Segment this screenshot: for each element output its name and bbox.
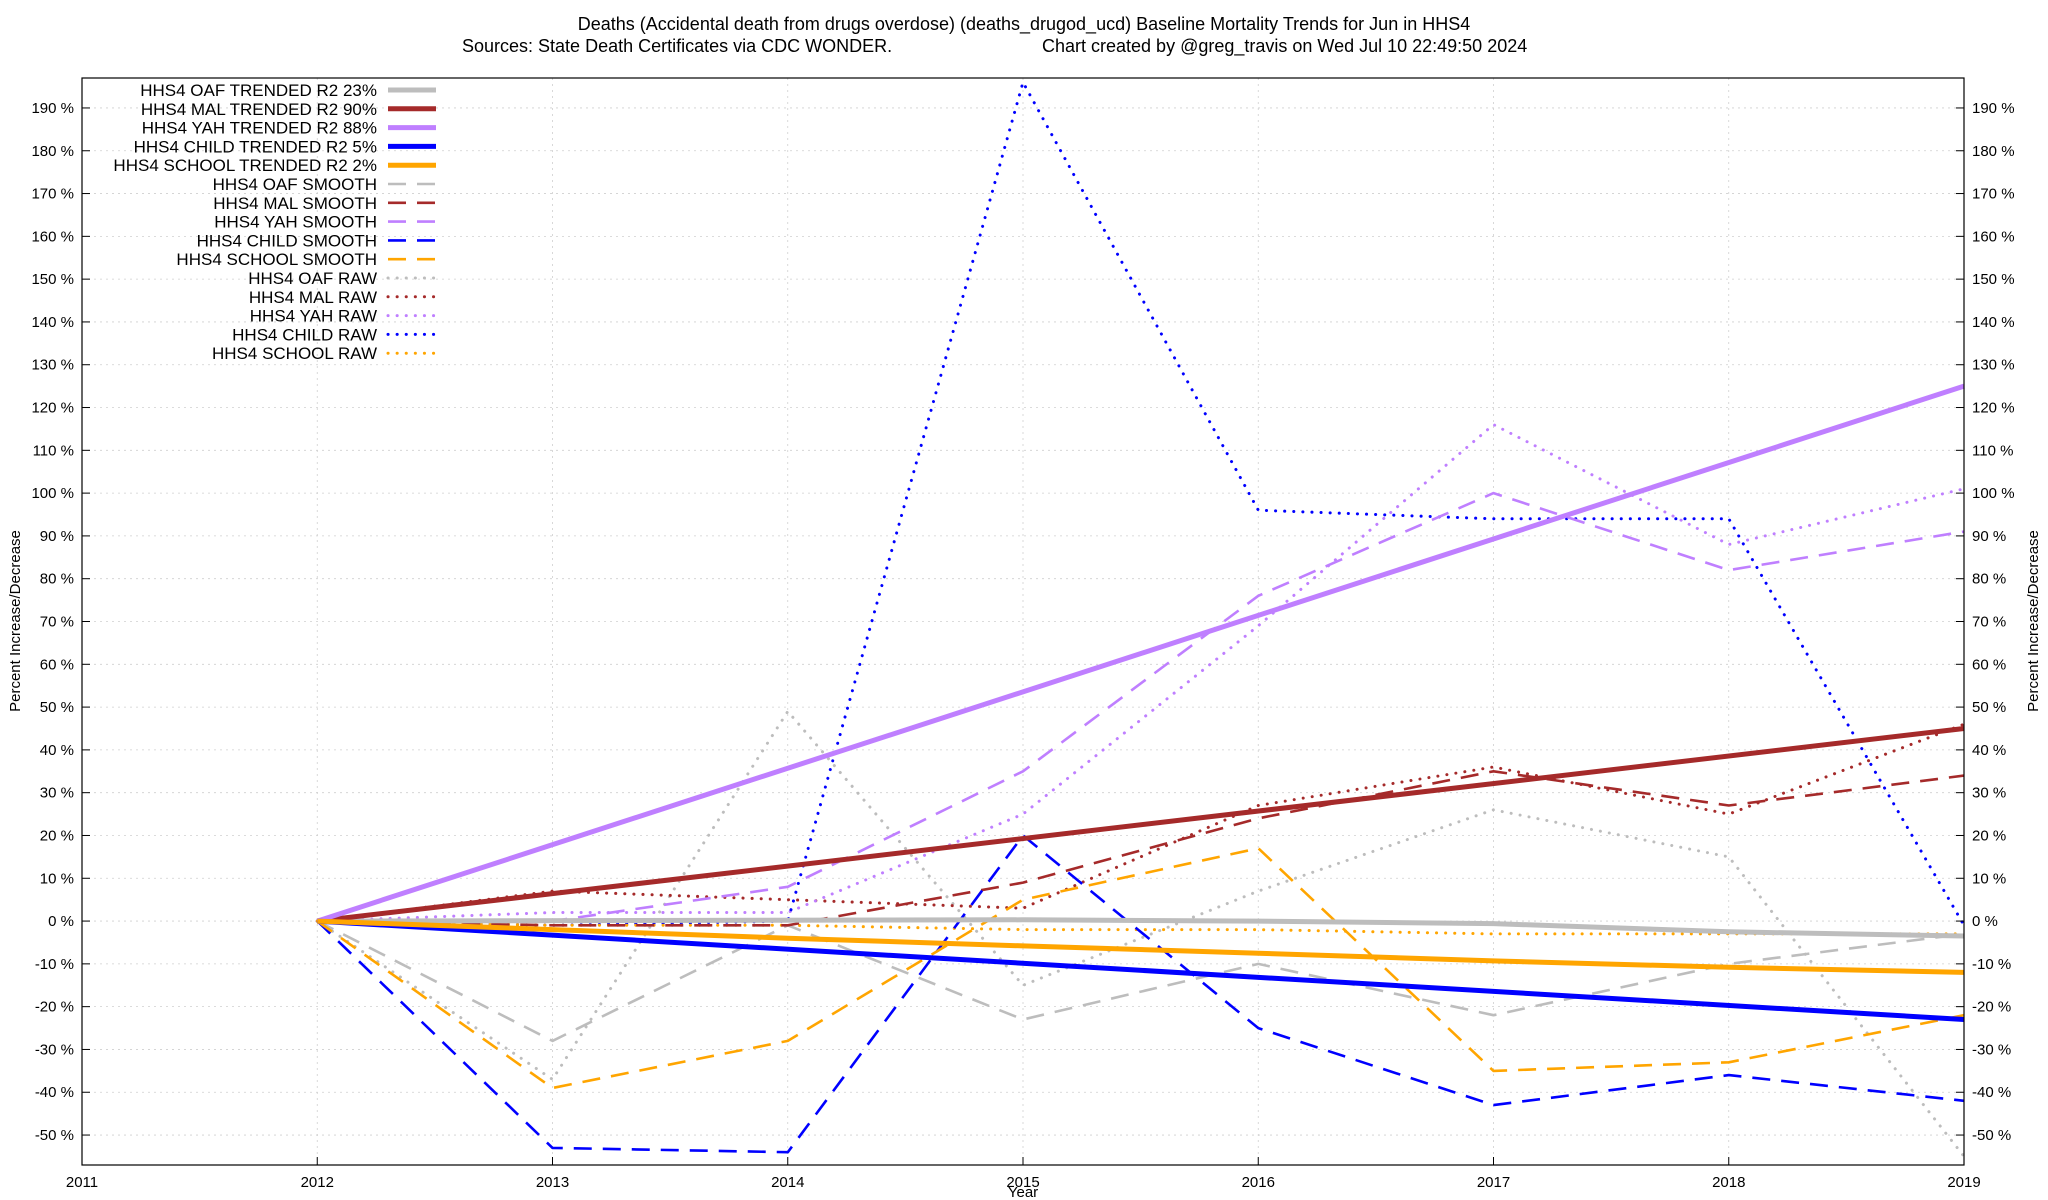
- legend-label: HHS4 SCHOOL SMOOTH: [176, 250, 377, 269]
- y-tick-label-right: 40 %: [1972, 742, 2006, 759]
- y-tick-label-left: 100 %: [31, 485, 74, 502]
- legend-label: HHS4 MAL RAW: [249, 288, 377, 307]
- legend-label: HHS4 MAL TRENDED R2 90%: [141, 100, 377, 119]
- legend-label: HHS4 YAH SMOOTH: [214, 213, 377, 232]
- y-tick-label-right: 120 %: [1972, 400, 2015, 417]
- series-line-hhs4-yah-trended-r2-88: [316, 383, 1965, 924]
- legend: HHS4 OAF TRENDED R2 23%HHS4 MAL TRENDED …: [113, 81, 438, 363]
- y-tick-label-left: -10 %: [35, 956, 74, 973]
- y-tick-label-right: 170 %: [1972, 186, 2015, 203]
- series-line-hhs4-child-trended-r2-5: [317, 918, 1965, 1022]
- y-tick-label-left: 150 %: [31, 271, 74, 288]
- y-tick-label-left: 10 %: [40, 870, 74, 887]
- x-tick-label: 2012: [301, 1174, 334, 1191]
- y-tick-label-right: -20 %: [1972, 999, 2011, 1016]
- y-tick-label-left: 0 %: [48, 913, 74, 930]
- y-tick-label-left: 120 %: [31, 400, 74, 417]
- y-tick-label-right: -40 %: [1972, 1084, 2011, 1101]
- series-line-hhs4-mal-raw: [315, 722, 1966, 923]
- y-tick-label-right: 90 %: [1972, 528, 2006, 545]
- y-axis-title-right: Percent Increase/Decrease: [2025, 530, 2042, 712]
- y-tick-label-right: 60 %: [1972, 656, 2006, 673]
- axis-ticks: 190 % 190 % 180 % 180 % 170 % 170 % 160 % 160 %…: [31, 100, 2014, 1191]
- x-tick-label: 2013: [536, 1174, 569, 1191]
- y-tick-label-right: 100 %: [1972, 485, 2015, 502]
- x-tick-label: 2014: [771, 1174, 804, 1191]
- legend-label: HHS4 YAH TRENDED R2 88%: [142, 119, 377, 138]
- series-line-hhs4-school-smooth: [316, 846, 1965, 1090]
- y-tick-label-left: 110 %: [33, 442, 74, 459]
- series-line-hhs4-child-smooth: [316, 834, 1965, 1154]
- series-line-hhs4-oaf-smooth: [316, 919, 1965, 1043]
- legend-label: HHS4 YAH RAW: [250, 307, 377, 326]
- legend-label: HHS4 CHILD SMOOTH: [197, 231, 377, 250]
- series-line-hhs4-child-raw: [315, 80, 1966, 927]
- y-tick-label-left: 160 %: [31, 228, 74, 245]
- chart-title: Deaths (Accidental death from drugs over…: [578, 14, 1470, 35]
- chart-credit: Chart created by @greg_travis on Wed Jul…: [1042, 36, 1527, 57]
- x-axis-title: Year: [1008, 1184, 1038, 1200]
- y-tick-label-right: 30 %: [1972, 785, 2006, 802]
- legend-label: HHS4 CHILD TRENDED R2 5%: [134, 137, 377, 156]
- y-tick-label-left: 50 %: [40, 699, 74, 716]
- series-line-hhs4-yah-raw: [315, 423, 1966, 923]
- y-tick-label-right: 180 %: [1972, 143, 2015, 160]
- y-tick-label-left: 40 %: [40, 742, 74, 759]
- y-tick-label-left: 70 %: [40, 614, 74, 631]
- y-tick-label-right: -30 %: [1972, 1041, 2011, 1058]
- series-lines: [315, 80, 1966, 1158]
- y-tick-label-right: 110 %: [1972, 442, 2013, 459]
- legend-label: HHS4 CHILD RAW: [232, 325, 377, 344]
- legend-label: HHS4 SCHOOL TRENDED R2 2%: [113, 156, 377, 175]
- series-line-hhs4-school-trended-r2-2: [317, 918, 1965, 975]
- x-tick-label: 2019: [1947, 1174, 1980, 1191]
- legend-label: HHS4 OAF TRENDED R2 23%: [140, 81, 377, 100]
- y-tick-label-left: -40 %: [35, 1084, 74, 1101]
- chart-source: Sources: State Death Certificates via CD…: [462, 36, 892, 56]
- x-tick-label: 2011: [66, 1174, 98, 1191]
- series-line-hhs4-mal-smooth: [317, 769, 1965, 927]
- y-tick-label-left: 60 %: [40, 656, 74, 673]
- series-line-hhs4-mal-trended-r2-90: [317, 726, 1965, 924]
- y-tick-label-right: 80 %: [1972, 571, 2006, 588]
- x-tick-label: 2018: [1712, 1174, 1745, 1191]
- legend-label: HHS4 OAF SMOOTH: [213, 175, 377, 194]
- y-tick-label-right: 70 %: [1972, 614, 2006, 631]
- y-tick-label-right: 50 %: [1972, 699, 2006, 716]
- y-tick-label-left: 190 %: [31, 100, 74, 117]
- y-tick-label-right: 150 %: [1972, 271, 2015, 288]
- y-tick-label-left: 80 %: [40, 571, 74, 588]
- series-line-hhs4-yah-smooth: [317, 491, 1965, 923]
- y-tick-label-left: 20 %: [40, 827, 74, 844]
- y-tick-label-right: 20 %: [1972, 827, 2006, 844]
- legend-label: HHS4 OAF RAW: [248, 269, 377, 288]
- series-line-hhs4-oaf-raw: [315, 709, 1966, 1158]
- y-tick-label-right: 130 %: [1972, 357, 2015, 374]
- y-tick-label-left: -50 %: [35, 1127, 74, 1144]
- y-tick-label-left: 180 %: [31, 143, 74, 160]
- y-tick-label-left: 90 %: [40, 528, 74, 545]
- y-tick-label-right: 0 %: [1972, 913, 1998, 930]
- legend-label: HHS4 MAL SMOOTH: [213, 194, 377, 213]
- y-tick-label-left: -20 %: [35, 999, 74, 1016]
- legend-label: HHS4 SCHOOL RAW: [212, 344, 377, 363]
- x-tick-label: 2017: [1477, 1174, 1510, 1191]
- y-tick-label-right: 140 %: [1972, 314, 2015, 331]
- y-tick-label-right: -50 %: [1972, 1127, 2011, 1144]
- y-tick-label-right: 160 %: [1972, 228, 2015, 245]
- y-tick-label-left: 140 %: [31, 314, 74, 331]
- y-tick-label-left: -30 %: [35, 1041, 74, 1058]
- y-tick-label-left: 170 %: [31, 186, 74, 203]
- x-tick-label: 2015: [1006, 1174, 1039, 1191]
- y-tick-label-right: -10 %: [1972, 956, 2011, 973]
- y-tick-label-right: 10 %: [1972, 870, 2006, 887]
- y-tick-label-right: 190 %: [1972, 100, 2015, 117]
- y-tick-label-left: 130 %: [31, 357, 74, 374]
- y-tick-label-left: 30 %: [40, 785, 74, 802]
- x-tick-label: 2016: [1242, 1174, 1275, 1191]
- y-axis-title-left: Percent Increase/Decrease: [7, 530, 24, 712]
- series-line-hhs4-oaf-trended-r2-23: [317, 917, 1965, 939]
